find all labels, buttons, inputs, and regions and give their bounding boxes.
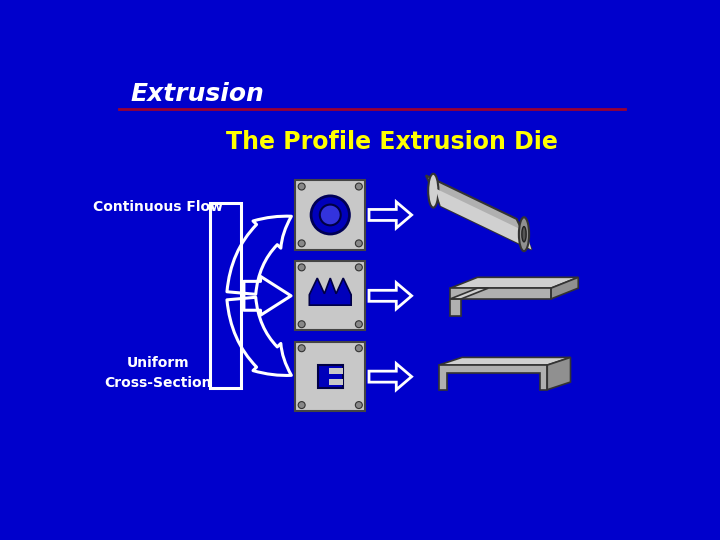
Circle shape <box>356 183 362 190</box>
Polygon shape <box>426 176 531 249</box>
Polygon shape <box>551 278 578 299</box>
Polygon shape <box>547 357 570 390</box>
Circle shape <box>356 345 362 352</box>
Circle shape <box>298 402 305 409</box>
Bar <box>329 379 343 385</box>
Bar <box>329 368 343 374</box>
Ellipse shape <box>428 174 438 207</box>
Circle shape <box>356 264 362 271</box>
Bar <box>295 261 365 330</box>
Circle shape <box>311 196 349 234</box>
Ellipse shape <box>522 227 526 242</box>
Ellipse shape <box>519 217 529 251</box>
Text: Continuous Flow: Continuous Flow <box>93 200 223 214</box>
Polygon shape <box>310 278 351 305</box>
Polygon shape <box>436 188 531 249</box>
Circle shape <box>298 264 305 271</box>
Bar <box>318 365 343 388</box>
Text: Uniform
Cross-Section: Uniform Cross-Section <box>104 356 212 389</box>
Bar <box>295 180 365 249</box>
Circle shape <box>298 183 305 190</box>
Circle shape <box>298 321 305 328</box>
Polygon shape <box>451 278 578 288</box>
Circle shape <box>356 402 362 409</box>
Circle shape <box>356 240 362 247</box>
Circle shape <box>298 345 305 352</box>
Text: The Profile Extrusion Die: The Profile Extrusion Die <box>226 130 558 154</box>
Polygon shape <box>451 288 551 299</box>
Polygon shape <box>451 299 462 316</box>
Bar <box>210 204 241 388</box>
Circle shape <box>356 321 362 328</box>
Polygon shape <box>438 357 570 365</box>
Circle shape <box>298 240 305 247</box>
Circle shape <box>320 205 341 225</box>
Polygon shape <box>438 365 547 390</box>
Text: Extrusion: Extrusion <box>130 82 264 106</box>
Bar <box>295 342 365 411</box>
Polygon shape <box>451 288 488 299</box>
